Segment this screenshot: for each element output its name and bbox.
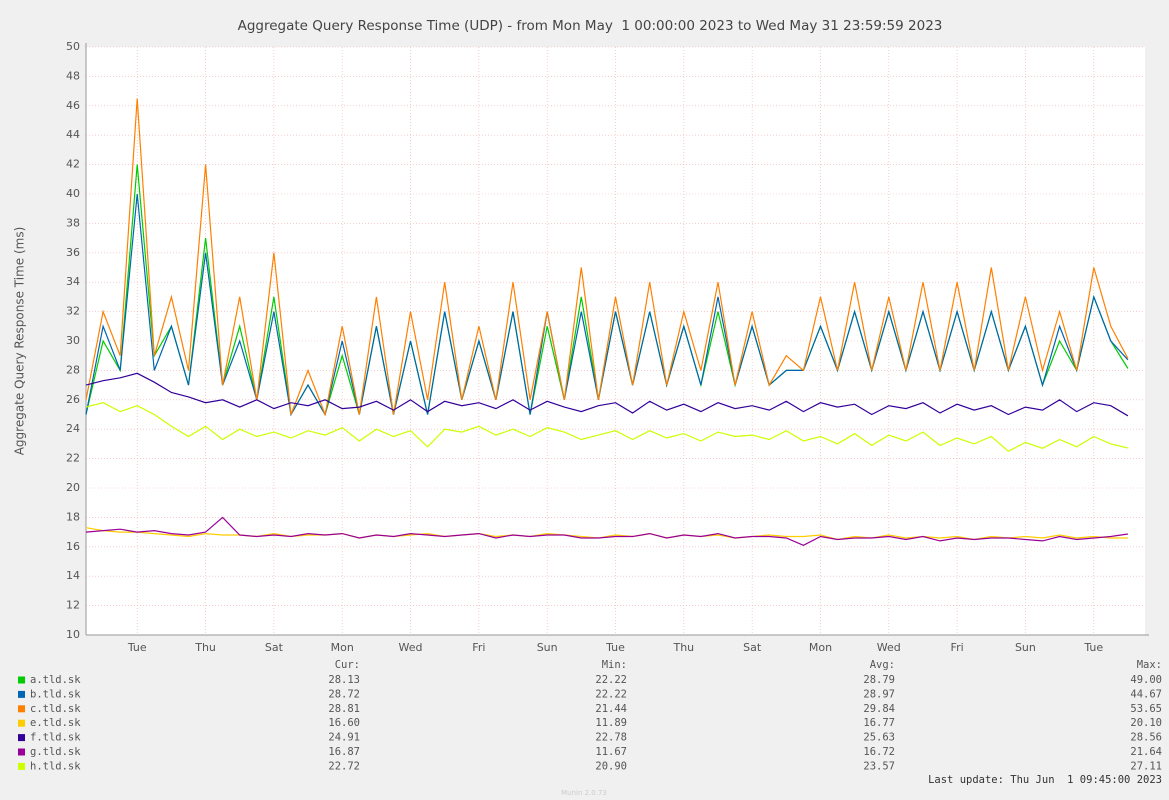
legend-stat: 20.10: [1130, 717, 1162, 729]
legend-stat: 28.56: [1130, 732, 1162, 744]
y-tick-label: 12: [66, 599, 80, 612]
legend-stat: 29.84: [863, 703, 895, 715]
chart-title: Aggregate Query Response Time (UDP) - fr…: [238, 18, 943, 34]
legend-stat: 16.72: [863, 746, 895, 758]
legend-stat: 22.78: [595, 732, 627, 744]
legend-stat: 25.63: [863, 732, 895, 744]
series-line: [85, 402, 1129, 453]
legend-stat: 27.11: [1130, 760, 1162, 772]
x-tick-label: Fri: [951, 641, 964, 654]
legend-header: Avg:: [870, 659, 895, 671]
x-tick-label: Sun: [537, 641, 558, 654]
series-line: [85, 372, 1129, 417]
legend-label: g.tld.sk: [30, 746, 81, 758]
legend-header: Min:: [602, 659, 627, 671]
y-tick-label: 32: [66, 305, 80, 318]
series-line: [85, 98, 1129, 417]
legend-stat: 49.00: [1130, 674, 1162, 686]
series-line: [85, 516, 1128, 546]
legend-swatch: [18, 705, 25, 713]
y-tick-label: 46: [66, 99, 80, 112]
y-tick-label: 14: [66, 569, 80, 582]
y-tick-label: 22: [66, 452, 80, 465]
x-tick-label: Tue: [1083, 641, 1103, 654]
legend-label: h.tld.sk: [30, 760, 81, 772]
y-tick-label: 38: [66, 216, 80, 229]
legend-stat: 28.97: [863, 688, 895, 700]
x-tick-label: Tue: [127, 641, 147, 654]
legend-stat: 44.67: [1130, 688, 1162, 700]
y-tick-label: 48: [66, 69, 80, 82]
legend-stat: 16.77: [863, 717, 895, 729]
legend-stat: 21.64: [1130, 746, 1162, 758]
legend-stat: 21.44: [595, 703, 627, 715]
legend-swatch: [18, 690, 25, 698]
y-tick-label: 34: [66, 275, 80, 288]
legend-stat: 11.67: [595, 746, 627, 758]
legend-stat: 16.60: [328, 717, 360, 729]
y-tick-label: 30: [66, 334, 80, 347]
x-tick-label: Fri: [472, 641, 485, 654]
x-tick-label: Sat: [265, 641, 284, 654]
legend-label: e.tld.sk: [30, 717, 81, 729]
y-axis-label: Aggregate Query Response Time (ms): [13, 227, 27, 456]
legend-stat: 53.65: [1130, 703, 1162, 715]
series-line: [85, 193, 1129, 417]
x-tick-label: Mon: [331, 641, 354, 654]
legend-stat: 28.81: [328, 703, 360, 715]
footer: Munin 2.0.73: [561, 789, 607, 797]
y-tick-label: 24: [66, 422, 80, 435]
legend-swatch: [18, 762, 25, 770]
legend-swatch: [18, 734, 25, 742]
x-tick-label: Sat: [743, 641, 762, 654]
y-tick-label: 42: [66, 158, 80, 171]
legend-label: c.tld.sk: [30, 703, 81, 715]
x-tick-label: Thu: [672, 641, 694, 654]
y-tick-label: 10: [66, 628, 80, 641]
legend-stat: 28.13: [328, 674, 360, 686]
y-tick-label: 18: [66, 510, 80, 523]
legend-stat: 22.22: [595, 674, 627, 686]
y-tick-label: 40: [66, 187, 80, 200]
y-tick-label: 26: [66, 393, 80, 406]
legend-stat: 23.57: [863, 760, 895, 772]
x-tick-label: Sun: [1015, 641, 1036, 654]
legend-swatch: [18, 719, 25, 727]
x-tick-label: Mon: [809, 641, 832, 654]
legend-stat: 28.79: [863, 674, 895, 686]
x-tick-label: Tue: [605, 641, 625, 654]
y-tick-label: 50: [66, 40, 80, 53]
legend-stat: 22.22: [595, 688, 627, 700]
legend-swatch: [18, 748, 25, 756]
legend-stat: 22.72: [328, 760, 360, 772]
legend-stat: 20.90: [595, 760, 627, 772]
y-tick-label: 44: [66, 128, 80, 141]
x-tick-label: Wed: [399, 641, 423, 654]
legend-header: Cur:: [335, 659, 360, 671]
legend-stat: 16.87: [328, 746, 360, 758]
legend-label: a.tld.sk: [30, 674, 81, 686]
legend-label: f.tld.sk: [30, 732, 81, 744]
y-tick-label: 28: [66, 363, 80, 376]
legend-swatch: [18, 676, 25, 684]
legend-stat: 24.91: [328, 732, 360, 744]
y-tick-label: 16: [66, 540, 80, 553]
y-tick-label: 36: [66, 246, 80, 259]
legend-stat: 11.89: [595, 717, 627, 729]
legend-label: b.tld.sk: [30, 688, 81, 700]
legend-stat: 28.72: [328, 688, 360, 700]
x-tick-label: Wed: [877, 641, 901, 654]
last-update: Last update: Thu Jun 1 09:45:00 2023: [928, 774, 1162, 786]
legend-header: Max:: [1137, 659, 1162, 671]
y-tick-label: 20: [66, 481, 80, 494]
x-tick-label: Thu: [194, 641, 216, 654]
